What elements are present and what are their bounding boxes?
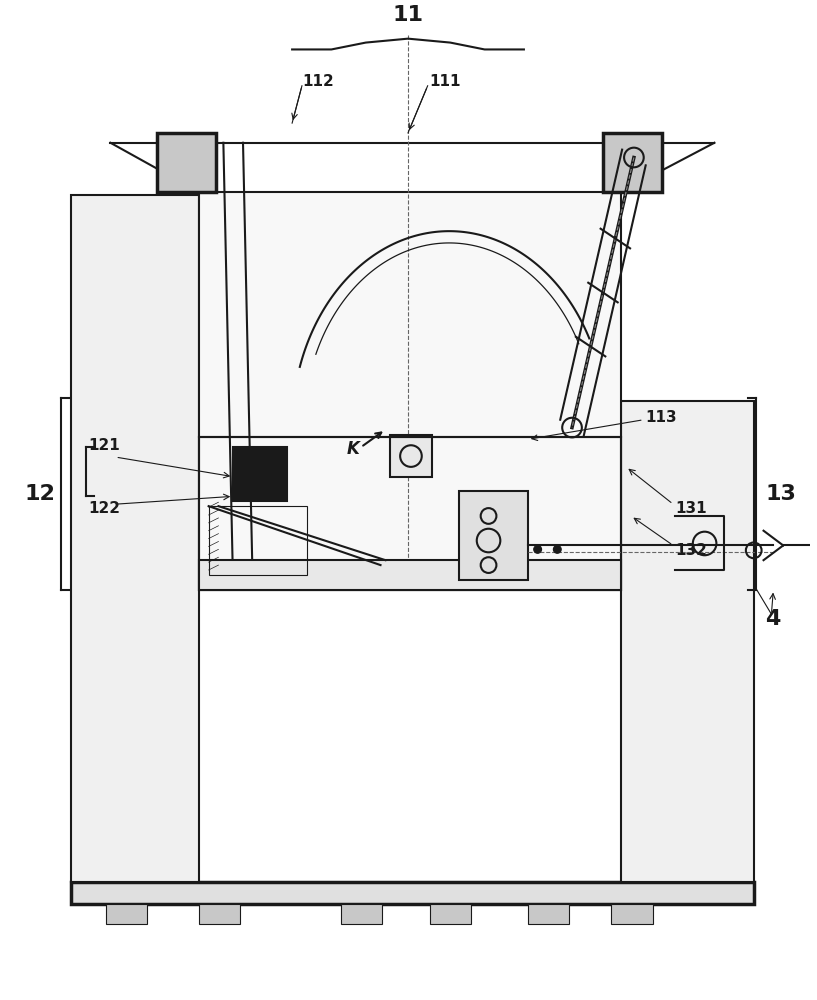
Bar xyxy=(459,491,528,580)
Bar xyxy=(342,904,382,924)
Text: 4: 4 xyxy=(766,609,781,629)
Bar xyxy=(199,437,621,590)
Bar xyxy=(391,435,431,477)
Text: 13: 13 xyxy=(766,484,797,504)
Text: 12: 12 xyxy=(25,484,56,504)
Text: 131: 131 xyxy=(675,501,707,516)
Text: 111: 111 xyxy=(430,74,461,89)
Text: K: K xyxy=(346,440,359,458)
Text: 122: 122 xyxy=(88,501,120,516)
Bar xyxy=(621,401,754,882)
Text: 121: 121 xyxy=(88,438,119,453)
Bar xyxy=(528,904,569,924)
Bar xyxy=(611,904,653,924)
Circle shape xyxy=(553,545,561,553)
Bar xyxy=(157,133,216,192)
Bar xyxy=(199,904,240,924)
Bar xyxy=(105,904,147,924)
Bar xyxy=(208,506,307,575)
Bar xyxy=(604,133,663,192)
Bar xyxy=(71,195,199,882)
Circle shape xyxy=(534,545,542,553)
Bar xyxy=(199,192,621,590)
Bar xyxy=(199,560,621,590)
Bar xyxy=(430,904,471,924)
Text: 113: 113 xyxy=(645,410,677,425)
Text: 132: 132 xyxy=(675,543,707,558)
Bar xyxy=(233,447,288,501)
Text: 112: 112 xyxy=(302,74,333,89)
Bar xyxy=(71,882,754,904)
Text: 11: 11 xyxy=(392,5,423,25)
